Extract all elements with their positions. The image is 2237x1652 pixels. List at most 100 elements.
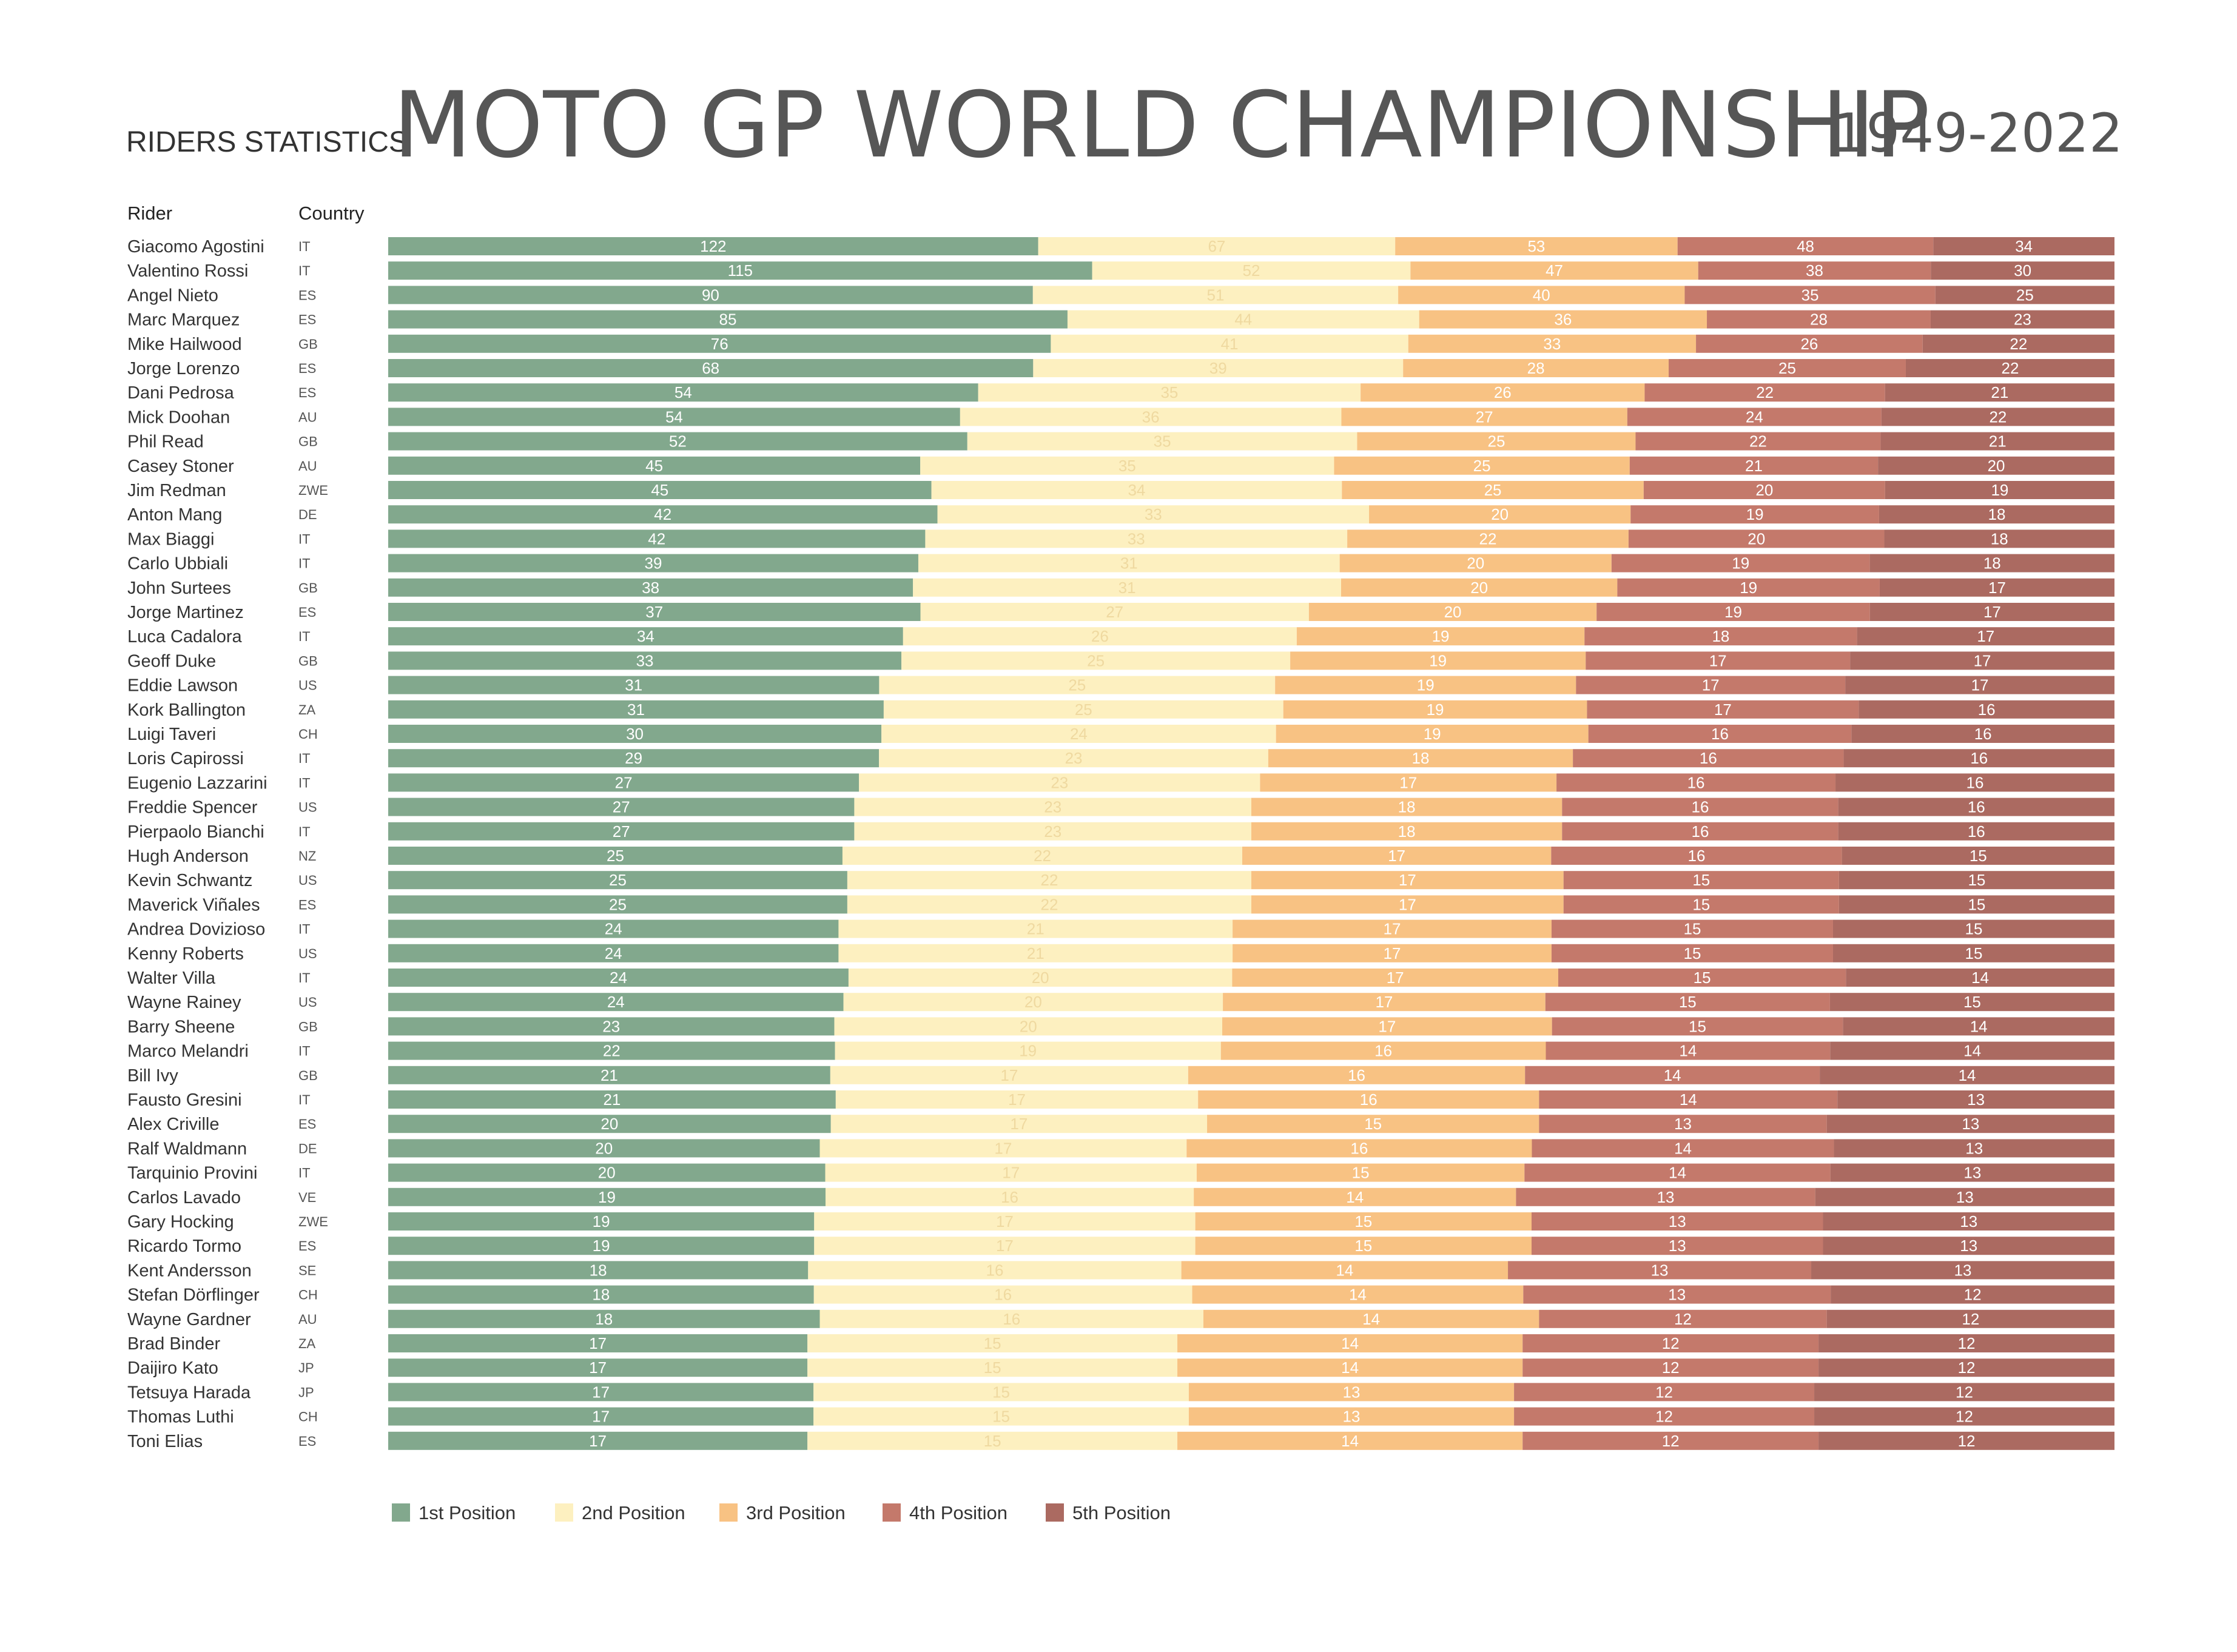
bar-segment (388, 505, 938, 524)
data-label: 20 (1444, 603, 1462, 621)
data-label: 13 (1674, 1115, 1692, 1133)
data-label: 20 (598, 1164, 616, 1182)
data-label: 15 (1354, 1212, 1372, 1231)
rider-row-walter-villa: Walter Villa IT 24 20 17 15 14 (127, 969, 2114, 988)
data-label: 18 (1988, 505, 2005, 523)
legend-label: 3rd Position (746, 1502, 846, 1523)
bar-segment (1832, 919, 2114, 938)
bar-segment (1233, 919, 1552, 938)
bar-segment (1834, 1139, 2115, 1158)
rider-row-fausto-gresini: Fausto Gresini IT 21 17 16 14 13 (127, 1090, 2114, 1110)
data-label: 45 (645, 457, 663, 475)
rider-row-anton-mang: Anton Mang DE 42 33 20 19 18 (127, 505, 2114, 525)
bar-segment (1196, 1163, 1525, 1182)
bar-segment (1260, 773, 1557, 792)
rider-country: US (298, 678, 317, 693)
data-label: 16 (1711, 725, 1729, 743)
rider-country: ES (298, 385, 316, 400)
data-label: 20 (595, 1139, 613, 1157)
bar-segment (1195, 1212, 1532, 1231)
data-label: 12 (1956, 1383, 1973, 1401)
bar-segment (1522, 1431, 1819, 1450)
rider-country: CH (298, 727, 318, 742)
bar-segment (1361, 383, 1645, 402)
bar-segment (1276, 725, 1589, 743)
bar-segment (388, 578, 913, 597)
bar-segment (1251, 871, 1564, 890)
rider-name: Jorge Martinez (127, 603, 244, 622)
bar-segment (388, 481, 932, 499)
rider-country: CH (298, 1409, 318, 1425)
bar-segment (1880, 432, 2114, 451)
bar-segment (388, 773, 859, 792)
data-label: 122 (700, 237, 726, 255)
bar-segment (1186, 1139, 1532, 1158)
data-label: 37 (645, 603, 663, 621)
bar-segment (1532, 1237, 1823, 1255)
bar-segment (388, 749, 880, 768)
rider-name: Alex Criville (127, 1115, 219, 1134)
rider-row-andrea-dovizioso: Andrea Dovizioso IT 24 21 17 15 15 (127, 919, 2114, 939)
bar-segment (1832, 944, 2114, 962)
rider-name: Carlos Lavado (127, 1188, 241, 1207)
data-label: 22 (2002, 359, 2019, 377)
data-label: 21 (1991, 383, 2008, 401)
rider-row-tetsuya-harada: Tetsuya Harada JP 17 15 13 12 12 (127, 1383, 2114, 1402)
bar-segment (388, 1334, 808, 1352)
bar-segment (931, 481, 1342, 499)
bar-segment (1818, 1334, 2114, 1352)
bar-segment (1850, 651, 2114, 670)
data-label: 17 (1714, 700, 1732, 719)
data-label: 25 (1473, 457, 1491, 475)
bar-segment (1408, 334, 1697, 353)
legend-item-5th-position: 5th Position (1046, 1502, 1171, 1523)
data-label: 15 (1364, 1115, 1382, 1133)
rider-name: Ralf Waldmann (127, 1139, 247, 1158)
bar-segment (1522, 1334, 1819, 1352)
data-label: 21 (1027, 920, 1044, 938)
data-label: 17 (1983, 603, 2001, 621)
bar-segment (834, 1017, 1223, 1036)
data-label: 26 (1800, 335, 1818, 353)
rider-name: Barry Sheene (127, 1017, 235, 1036)
data-label: 90 (702, 286, 719, 304)
data-label: 19 (598, 1188, 616, 1206)
rider-country: IT (298, 629, 311, 644)
bar-segment (1251, 822, 1563, 841)
bar-segment (1696, 334, 1923, 353)
data-label: 13 (1963, 1164, 1981, 1182)
data-label: 19 (1724, 603, 1742, 621)
rider-country: IT (298, 1044, 311, 1059)
data-label: 15 (1689, 1017, 1706, 1035)
bar-segment (388, 725, 882, 743)
bar-segment (1814, 1383, 2114, 1402)
bar-segment (1532, 1212, 1823, 1231)
data-label: 16 (1968, 798, 1985, 816)
data-label: 35 (1160, 383, 1178, 401)
bar-segment (1869, 554, 2114, 572)
bar-segment (813, 1285, 1193, 1304)
legend-swatch (555, 1503, 573, 1522)
rider-row-casey-stoner: Casey Stoner AU 45 35 25 21 20 (127, 456, 2114, 476)
data-label: 15 (1694, 969, 1711, 987)
data-label: 42 (654, 505, 671, 523)
legend-swatch (883, 1503, 901, 1522)
rider-name: Stefan Dörflinger (127, 1286, 260, 1305)
bar-segment (1558, 969, 1846, 987)
rider-country: US (298, 946, 317, 961)
rider-country: ES (298, 287, 316, 303)
rider-row-maverick-vinales: Maverick Viñales ES 25 22 17 15 15 (127, 895, 2114, 915)
data-label: 35 (1801, 286, 1819, 304)
bar-segment (1814, 1407, 2114, 1426)
bar-segment (1514, 1407, 1815, 1426)
data-label: 34 (1128, 481, 1145, 499)
data-label: 33 (1145, 505, 1162, 523)
legend-item-3rd-position: 3rd Position (719, 1502, 846, 1523)
bar-segment (1838, 797, 2114, 816)
bar-segment (1826, 1309, 2114, 1328)
legend-item-4th-position: 4th Position (883, 1502, 1007, 1523)
rider-name: Phil Read (127, 432, 204, 452)
rider-row-angel-nieto: Angel Nieto ES 90 51 40 35 25 (127, 286, 2114, 305)
data-label: 16 (1974, 725, 1992, 743)
bar-segment (1885, 481, 2114, 499)
